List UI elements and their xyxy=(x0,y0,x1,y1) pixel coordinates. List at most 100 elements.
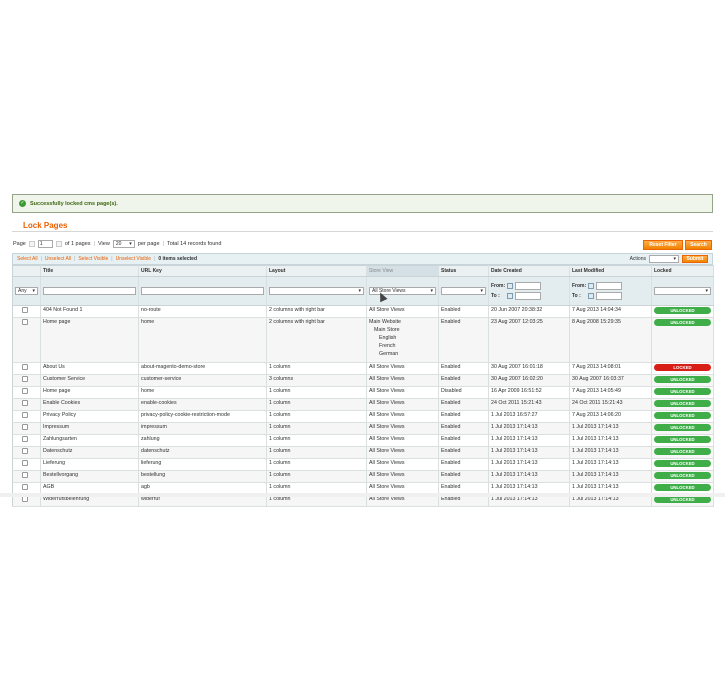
unselect-visible-link[interactable]: Unselect Visible xyxy=(115,256,152,262)
search-button[interactable]: Search xyxy=(685,240,712,250)
modified-from-input[interactable] xyxy=(596,282,622,290)
calendar-icon[interactable] xyxy=(507,283,513,289)
cell-last-modified: 24 Oct 2011 15:21:43 xyxy=(569,398,652,411)
calendar-icon[interactable] xyxy=(588,293,594,299)
table-row[interactable]: Enable Cookies enable-cookies 1 column All … xyxy=(12,398,714,411)
col-locked[interactable]: Locked xyxy=(651,265,714,277)
prev-page-icon[interactable] xyxy=(28,241,35,247)
row-checkbox[interactable] xyxy=(22,484,28,490)
cell-layout: 1 column xyxy=(266,410,367,423)
row-checkbox[interactable] xyxy=(22,364,28,370)
filter-title-input[interactable] xyxy=(43,287,136,295)
cell-status: Enabled xyxy=(438,494,489,507)
cell-date-created: 1 Jul 2013 17:14:13 xyxy=(488,458,570,471)
pager-separator: | xyxy=(162,241,164,247)
col-url-key[interactable]: URL Key xyxy=(138,265,267,277)
filter-layout-select[interactable]: ▾ xyxy=(269,287,364,295)
cell-url-key: datenschutz xyxy=(138,446,267,459)
next-page-icon[interactable] xyxy=(55,241,62,247)
table-row[interactable]: Widerrufsbelehrung widerruf 1 column All St… xyxy=(12,494,714,507)
table-row[interactable]: Customer Service customer-service 3 column… xyxy=(12,374,714,387)
row-checkbox[interactable] xyxy=(22,472,28,478)
created-from-input[interactable] xyxy=(515,282,541,290)
cell-last-modified: 1 Jul 2013 17:14:13 xyxy=(569,446,652,459)
row-checkbox[interactable] xyxy=(22,448,28,454)
row-checkbox[interactable] xyxy=(22,436,28,442)
cell-url-key: home xyxy=(138,317,267,363)
per-page-select[interactable]: 20 ▾ xyxy=(112,240,135,248)
table-row[interactable]: Datenschutz datenschutz 1 column All Store … xyxy=(12,446,714,459)
table-row[interactable]: About Us about-magento-demo-store 1 column… xyxy=(12,362,714,375)
row-checkbox-cell xyxy=(12,434,41,447)
table-row[interactable]: Privacy Policy privacy-policy-cookie-rest… xyxy=(12,410,714,423)
table-row[interactable]: Home page home 2 columns with right bar Mai… xyxy=(12,317,714,363)
col-layout[interactable]: Layout xyxy=(266,265,367,277)
cell-layout: 1 column xyxy=(266,458,367,471)
cell-locked: UNLOCKED xyxy=(651,446,714,459)
cell-status: Enabled xyxy=(438,398,489,411)
cell-title: Widerrufsbelehrung xyxy=(40,494,139,507)
calendar-icon[interactable] xyxy=(507,293,513,299)
store-view: English xyxy=(379,335,397,341)
created-to-input[interactable] xyxy=(515,292,541,300)
row-checkbox[interactable] xyxy=(22,388,28,394)
table-row[interactable]: Bestellvorgang bestellung 1 column All Stor… xyxy=(12,470,714,483)
cell-status: Enabled xyxy=(438,458,489,471)
row-checkbox[interactable] xyxy=(22,376,28,382)
filter-status-select[interactable]: ▾ xyxy=(441,287,486,295)
cell-locked: UNLOCKED xyxy=(651,470,714,483)
modified-to-input[interactable] xyxy=(596,292,622,300)
cell-store-view: All Store Views xyxy=(366,362,439,375)
cell-store-view: All Store Views xyxy=(366,470,439,483)
select-all-link[interactable]: Select All xyxy=(17,256,38,262)
total-records: Total 14 records found xyxy=(166,241,222,247)
col-store-view[interactable]: Store View xyxy=(366,265,439,277)
cell-date-created: 20 Jun 2007 20:38:32 xyxy=(488,305,570,318)
cell-layout: 1 column xyxy=(266,494,367,507)
calendar-icon[interactable] xyxy=(588,283,594,289)
cell-last-modified: 7 Aug 2013 14:08:01 xyxy=(569,362,652,375)
cell-locked: UNLOCKED xyxy=(651,398,714,411)
table-row[interactable]: 404 Not Found 1 no-route 2 columns with ri… xyxy=(12,305,714,318)
row-checkbox-cell xyxy=(12,374,41,387)
col-title[interactable]: Title xyxy=(40,265,139,277)
cell-last-modified: 7 Aug 2013 14:06:20 xyxy=(569,410,652,423)
table-row[interactable]: Lieferung lieferung 1 column All Store View… xyxy=(12,458,714,471)
cell-status: Enabled xyxy=(438,362,489,375)
unselect-all-link[interactable]: Unselect All xyxy=(44,256,72,262)
filter-massaction-select[interactable]: Any ▾ xyxy=(15,287,38,295)
table-row[interactable]: Impressum impressum 1 column All Store View… xyxy=(12,422,714,435)
row-checkbox[interactable] xyxy=(22,460,28,466)
row-checkbox[interactable] xyxy=(22,307,28,313)
col-status[interactable]: Status xyxy=(438,265,489,277)
select-visible-link[interactable]: Select Visible xyxy=(78,256,109,262)
actions-select[interactable]: ▾ xyxy=(649,255,679,263)
cell-locked: UNLOCKED xyxy=(651,374,714,387)
cell-layout: 1 column xyxy=(266,398,367,411)
submit-button[interactable]: Submit xyxy=(682,255,708,263)
cell-date-created: 1 Jul 2013 17:14:13 xyxy=(488,446,570,459)
filter-url-key-input[interactable] xyxy=(141,287,264,295)
cell-date-created: 30 Aug 2007 16:02:20 xyxy=(488,374,570,387)
row-checkbox[interactable] xyxy=(22,400,28,406)
massaction-separator: | xyxy=(111,256,113,262)
filter-locked-select[interactable]: ▾ xyxy=(654,287,711,295)
col-last-modified[interactable]: Last Modified xyxy=(569,265,652,277)
row-checkbox[interactable] xyxy=(22,424,28,430)
page-input[interactable]: 1 xyxy=(37,240,53,248)
col-date-created[interactable]: Date Created xyxy=(488,265,570,277)
filter-store-view-select[interactable]: All Store Views ▾ xyxy=(369,287,436,295)
cell-layout: 1 column xyxy=(266,434,367,447)
cell-layout: 1 column xyxy=(266,362,367,375)
lock-status-badge: UNLOCKED xyxy=(654,472,711,479)
row-checkbox[interactable] xyxy=(22,319,28,325)
cell-layout: 1 column xyxy=(266,446,367,459)
table-row[interactable]: Home page home 1 column All Store Views Disa… xyxy=(12,386,714,399)
row-checkbox[interactable] xyxy=(22,412,28,418)
to-label: To : xyxy=(491,293,500,299)
table-row[interactable]: Zahlungsarten zahlung 1 column All Store Vi… xyxy=(12,434,714,447)
reset-filter-button[interactable]: Reset Filter xyxy=(643,240,683,250)
cell-date-created: 1 Jul 2013 17:14:13 xyxy=(488,422,570,435)
cell-status: Enabled xyxy=(438,422,489,435)
cell-layout: 2 columns with right bar xyxy=(266,305,367,318)
